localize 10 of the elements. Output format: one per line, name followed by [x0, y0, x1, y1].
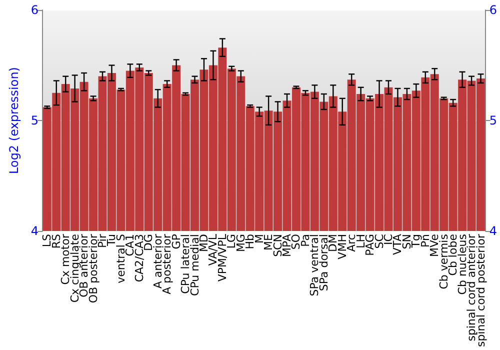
y2-tick-label: 6	[489, 3, 498, 17]
x-tick-label: A posterior	[160, 234, 174, 294]
y-tick-label: 6	[30, 3, 39, 17]
y-tick-label: 5	[30, 114, 39, 128]
y2-tick-label: 5	[489, 114, 498, 128]
x-tick-label: Tg	[410, 234, 423, 249]
x-tick-label: OB posterior	[86, 234, 100, 304]
y-axis-title: Log2 (expression)	[7, 67, 21, 174]
y2-tick-label: 4	[489, 224, 498, 238]
y-tick-label: 4	[30, 224, 39, 238]
